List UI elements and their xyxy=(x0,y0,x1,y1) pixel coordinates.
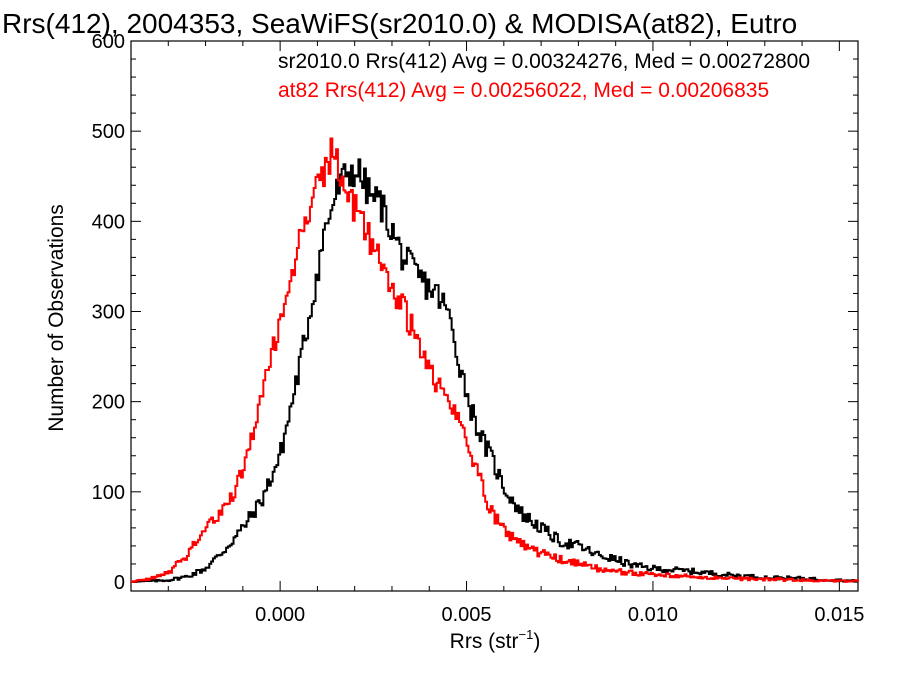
chart-title: Rrs(412), 2004353, SeaWiFS(sr2010.0) & M… xyxy=(2,8,797,39)
x-tick-label: 0.010 xyxy=(628,604,678,626)
y-tick-label: 200 xyxy=(92,392,125,414)
y-axis-label: Number of Observations xyxy=(45,204,68,432)
series-line-1 xyxy=(131,137,859,583)
x-axis-label-sup: −1 xyxy=(519,627,534,642)
y-tick-label: 400 xyxy=(92,211,125,233)
x-axis: 0.000 0.005 0.010 0.015 xyxy=(130,41,864,626)
plot-frame xyxy=(130,40,859,592)
legend-entry-sr2010: sr2010.0 Rrs(412) Avg = 0.00324276, Med … xyxy=(278,50,810,73)
y-tick-label: 600 xyxy=(92,31,125,53)
x-tick-label: 0.000 xyxy=(255,604,305,626)
x-axis-label-end: ) xyxy=(533,630,540,653)
legend-entry-at82: at82 Rrs(412) Avg = 0.00256022, Med = 0.… xyxy=(278,79,769,102)
series-line-0 xyxy=(131,158,859,583)
plot-border xyxy=(130,40,859,592)
y-tick-label: 500 xyxy=(92,121,125,143)
y-tick-label: 300 xyxy=(92,301,125,323)
x-axis-label: Rrs (str−1) xyxy=(450,627,541,653)
series-layer xyxy=(131,137,859,583)
x-tick-label: 0.005 xyxy=(442,604,492,626)
y-axis: 0 100 200 300 400 500 600 xyxy=(92,31,858,594)
y-tick-label: 100 xyxy=(92,482,125,504)
x-axis-label-main: Rrs (str xyxy=(450,630,519,653)
y-tick-label: 0 xyxy=(114,572,125,594)
x-tick-label: 0.015 xyxy=(814,604,864,626)
